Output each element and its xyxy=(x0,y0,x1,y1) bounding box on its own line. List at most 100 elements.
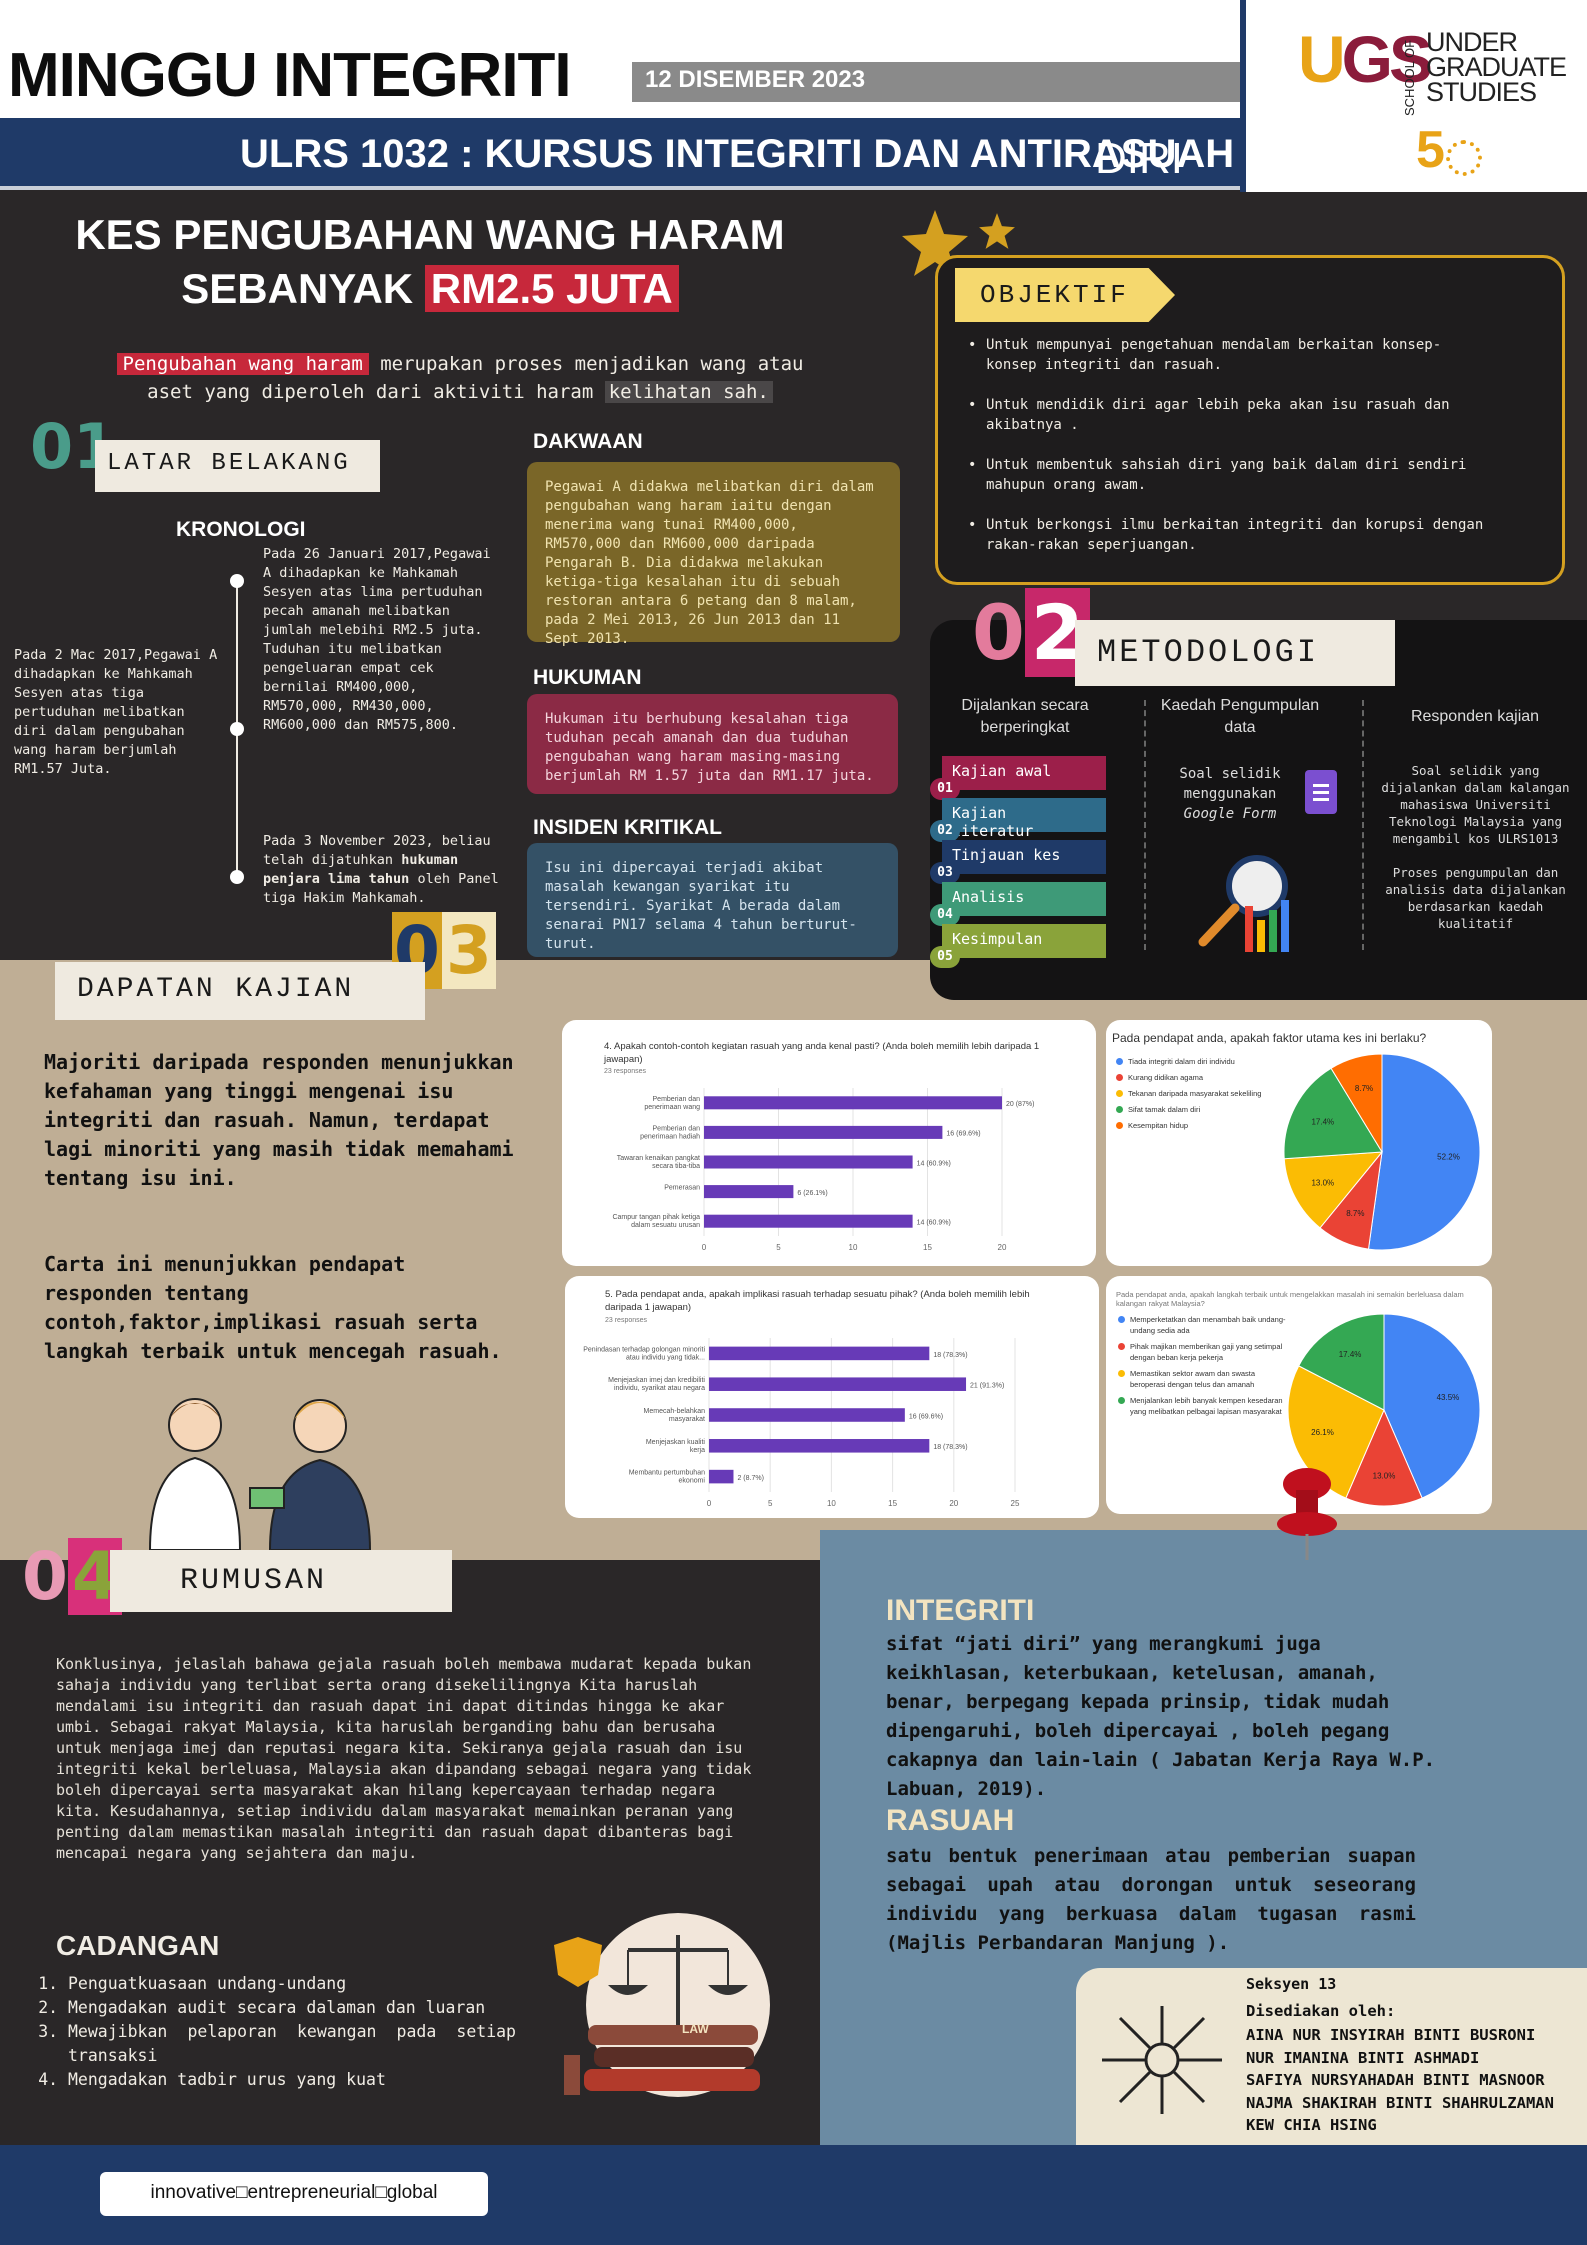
chart-subtitle: 23 responses xyxy=(605,1317,648,1324)
step-5: Kesimpulan 05 xyxy=(930,924,1106,968)
legend-item: Kurang didikan agama xyxy=(1116,1072,1296,1083)
bar xyxy=(709,1469,734,1484)
bar xyxy=(704,1214,913,1228)
data-label: 14 (60.9%) xyxy=(917,1160,951,1167)
small-star-icon xyxy=(978,212,1016,250)
slice-label: 17.4% xyxy=(1339,1350,1362,1359)
teamwork-hands-icon xyxy=(1092,2000,1232,2120)
legend-label: Memastikan sektor awam dan swasta berope… xyxy=(1130,1369,1256,1389)
legend-label: Kesempitan hidup xyxy=(1128,1121,1189,1130)
pie-chart-faktor: 52.2% 8.7% 13.0% 17.4% 8.7% xyxy=(1283,1053,1481,1251)
insiden-card: Isu ini dipercayai terjadi akibat masala… xyxy=(527,843,898,957)
analysis-magnifier-icon xyxy=(1195,850,1307,958)
bar xyxy=(704,1096,1002,1110)
timeline-event-3: Pada 3 November 2023, beliau telah dijat… xyxy=(263,833,499,906)
cadangan-list: Penguatkuasaan undang-undang Mengadakan … xyxy=(46,1972,516,2092)
logo-line-2: GRADUATE xyxy=(1426,52,1567,82)
chart-title: 5. Pada pendapat anda, apakah implikasi … xyxy=(605,1289,1030,1313)
dakwaan-card: Pegawai A didakwa melibatkan diri dalam … xyxy=(527,462,900,647)
legend-label: Pihak majikan memberikan gaji yang setim… xyxy=(1130,1342,1283,1362)
credit-name: SAFIYA NURSYAHADAH BINTI MASNOOR xyxy=(1246,2071,1545,2089)
slice-label: 43.5% xyxy=(1437,1393,1460,1402)
data-label: 18 (78.3%) xyxy=(933,1352,967,1359)
legend-swatch xyxy=(1118,1370,1125,1377)
bar xyxy=(709,1408,905,1422)
legend-swatch xyxy=(1118,1343,1125,1350)
legend-item: Pihak majikan memberikan gaji yang setim… xyxy=(1118,1341,1288,1363)
respondent-text: Soal selidik yang dijalankan dalam kalan… xyxy=(1381,763,1570,846)
cadangan-item: Penguatkuasaan undang-undang xyxy=(68,1972,516,1996)
justice-scale-illustration xyxy=(548,1905,798,2115)
objektif-item: Untuk berkongsi ilmu berkaitan integriti… xyxy=(968,515,1488,555)
legend-item: Sifat tamak dalam diri xyxy=(1116,1104,1296,1115)
hero-title-line-1: KES PENGUBAHAN WANG HARAM xyxy=(75,211,785,258)
pie-slice xyxy=(1283,1067,1383,1160)
hero-intro: Pengubahan wang haram merupakan proses m… xyxy=(80,350,840,406)
footer-tagline: innovative□entrepreneurial□global xyxy=(150,2182,438,2203)
credit-name: KEW CHIA HSING xyxy=(1246,2116,1377,2134)
pie-slice xyxy=(1283,1151,1384,1229)
category-label: Campur tangan pihak ketiga dalam sesuatu … xyxy=(612,1214,700,1229)
star-icon xyxy=(900,208,970,278)
page-title: MINGGU INTEGRITI xyxy=(8,41,572,110)
x-tick-label: 10 xyxy=(849,1243,858,1252)
objektif-tag xyxy=(955,268,1175,322)
data-label: 2 (8.7%) xyxy=(737,1475,763,1482)
x-tick-label: 20 xyxy=(998,1243,1007,1252)
legend-swatch xyxy=(1118,1397,1125,1404)
bar xyxy=(709,1439,930,1453)
dapatan-para-2: Carta ini menunjukkan pendapat responden… xyxy=(44,1252,502,1363)
objektif-item: Untuk membentuk sahsiah diri yang baik d… xyxy=(968,455,1488,495)
pie-legend-faktor: Tiada integriti dalam diri individu Kuran… xyxy=(1116,1056,1296,1136)
latar-title: LATAR BELAKANG xyxy=(95,440,380,492)
bar-chart-implikasi: 0 5 10 15 20 25 18 (78.3%) Penindasan terhadap … xyxy=(583,1338,1020,1508)
step-1: Kajian awal 01 xyxy=(930,756,1106,800)
logo-line-3: STUDIES xyxy=(1426,77,1537,107)
slice-label: 13.0% xyxy=(1311,1179,1334,1188)
legend-label: Kurang didikan agama xyxy=(1128,1073,1204,1082)
bar xyxy=(709,1377,967,1391)
credits-panel xyxy=(1076,1968,1587,2145)
slice-label: 26.1% xyxy=(1311,1428,1334,1437)
x-tick-label: 0 xyxy=(707,1499,712,1508)
amount-highlight: RM2.5 JUTA xyxy=(424,265,679,312)
step-4: Analisis 04 xyxy=(930,882,1106,926)
bar xyxy=(704,1155,913,1169)
course-title-extra: DIRI xyxy=(1095,134,1183,183)
x-tick-label: 20 xyxy=(949,1499,958,1508)
integriti-definition: sifat “jati diri” yang merangkumi juga k… xyxy=(886,1633,1436,1800)
legend-label: Menjalankan lebih banyak kempen kesedara… xyxy=(1130,1396,1283,1416)
dapatan-title: DAPATAN KAJIAN xyxy=(55,962,425,1020)
step-2: Kajian literatur 02 xyxy=(930,798,1106,842)
push-pin-icon xyxy=(1272,1462,1342,1562)
credit-name: NUR IMANINA BINTI ASHMADI xyxy=(1246,2048,1480,2067)
legend-item: Menjalankan lebih banyak kempen kesedara… xyxy=(1118,1395,1288,1417)
timeline-event-1: Pada 26 Januari 2017,Pegawai A dihadapka… xyxy=(263,546,491,733)
chart-card-contoh: 4. Apakah contoh-contoh kegiatan rasuah … xyxy=(562,1020,1096,1266)
pie-slice xyxy=(1287,1365,1385,1499)
legend-swatch xyxy=(1118,1316,1125,1323)
pie-legend-langkah: Memperketatkan dan menambah baik undang-… xyxy=(1118,1314,1288,1422)
chart-title: Pada pendapat anda, apakah faktor utama … xyxy=(1112,1031,1427,1045)
data-label: 16 (69.6%) xyxy=(909,1413,943,1420)
x-tick-label: 15 xyxy=(888,1499,897,1508)
legend-swatch xyxy=(1116,1122,1123,1129)
objektif-item: Untuk mempunyai pengetahuan mendalam ber… xyxy=(968,335,1488,375)
ugs-logo: UGS SCHOOL OF UNDER GRADUATE STUDIES 5 xyxy=(1240,0,1587,192)
rumusan-title: RUMUSAN xyxy=(110,1550,452,1612)
column-divider xyxy=(1144,700,1146,950)
integriti-title: INTEGRITI xyxy=(886,1594,1035,1627)
credits-names: AINA NUR INSYIRAH BINTI BUSRONI NUR IMAN… xyxy=(1246,2024,1554,2137)
bar xyxy=(709,1346,930,1361)
pie-slice xyxy=(1383,1313,1481,1499)
footer-tagline-box xyxy=(100,2172,488,2216)
slice-label: 8.7% xyxy=(1355,1084,1373,1093)
anniversary-ring xyxy=(1446,140,1482,176)
legend-label: Memperketatkan dan menambah baik undang-… xyxy=(1130,1315,1286,1335)
category-label: Tawaran kenaikan pangkat secara tiba-tiba xyxy=(617,1155,700,1170)
data-label: 16 (69.6%) xyxy=(946,1131,980,1138)
step-3: Tinjauan kes 03 xyxy=(930,840,1106,884)
legend-swatch xyxy=(1116,1074,1123,1081)
category-label: Penindasan terhadap golongan minoriti ata… xyxy=(583,1346,705,1361)
definitions-panel: INTEGRITI sifat “jati diri” yang merangk… xyxy=(864,1594,1584,1994)
